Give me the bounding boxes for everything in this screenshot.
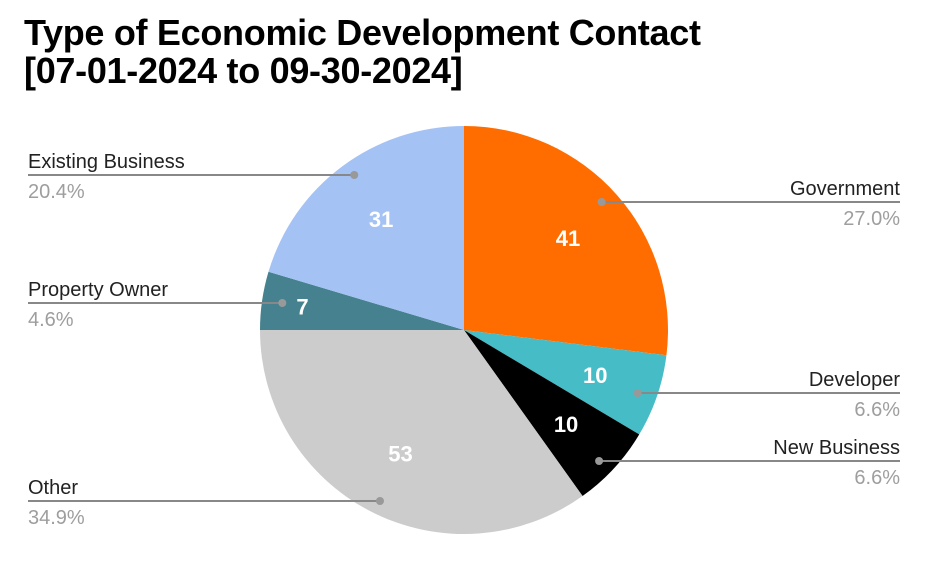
callout-percent-government: 27.0% <box>843 208 900 230</box>
pie-slice-existing-business <box>268 126 464 330</box>
callout-label-property-owner: Property Owner <box>28 279 168 301</box>
slice-value-government: 41 <box>556 226 580 251</box>
callout-percent-existing-business: 20.4% <box>28 181 85 203</box>
callout-label-new-business: New Business <box>773 437 900 459</box>
callout-label-other: Other <box>28 477 78 499</box>
slice-value-new-business: 10 <box>554 412 578 437</box>
callout-dot-government <box>597 198 606 206</box>
callout-percent-new-business: 6.6% <box>854 467 900 489</box>
slice-value-other: 53 <box>388 441 412 466</box>
slice-value-developer: 10 <box>583 363 607 388</box>
callout-label-existing-business: Existing Business <box>28 151 185 173</box>
callout-label-developer: Developer <box>809 369 901 391</box>
callout-dot-property-owner <box>278 299 287 307</box>
chart-title: Type of Economic Development Contact [07… <box>24 14 701 90</box>
callout-label-government: Government <box>790 178 900 200</box>
pie-slice-other <box>260 330 583 534</box>
chart-title-line2: [07-01-2024 to 09-30-2024] <box>24 50 463 91</box>
pie-slice-developer <box>464 330 667 435</box>
callout-dot-existing-business <box>350 171 359 179</box>
pie-slice-new-business <box>464 330 640 497</box>
pie-slice-government <box>464 126 668 356</box>
callout-percent-property-owner: 4.6% <box>28 309 74 331</box>
slice-value-property-owner: 7 <box>296 294 308 319</box>
callout-percent-developer: 6.6% <box>854 399 900 421</box>
callout-dot-new-business <box>595 457 604 465</box>
callout-dot-developer <box>633 389 642 397</box>
chart-title-line1: Type of Economic Development Contact <box>24 12 701 53</box>
callout-percent-other: 34.9% <box>28 507 85 529</box>
callout-dot-other <box>375 497 384 505</box>
pie-slices <box>260 126 668 534</box>
pie-labels: 41 Government 27.0% 10 Developer 6.6% 10 New Bu… <box>28 151 900 529</box>
pie-slice-property-owner <box>260 271 464 330</box>
slice-value-existing-business: 31 <box>369 207 393 232</box>
